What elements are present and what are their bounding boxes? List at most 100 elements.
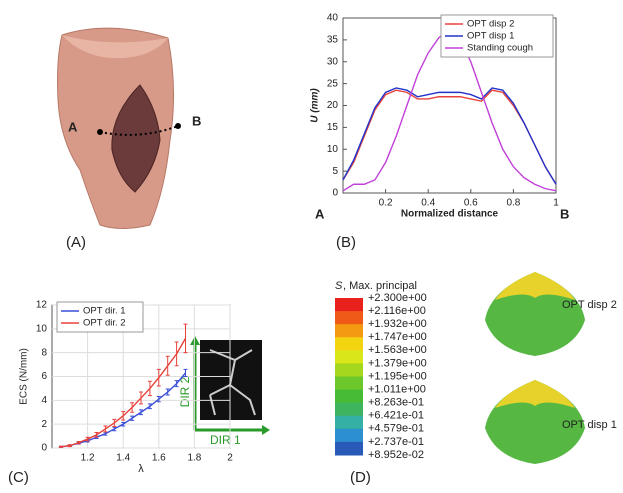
y-tick-label: 10 — [327, 144, 339, 155]
y-tick-label: 25 — [327, 78, 339, 89]
panel-label: (B) — [336, 234, 356, 251]
y-tick-label: 20 — [327, 100, 339, 111]
x-tick-label: 1.4 — [116, 453, 130, 464]
point-b: B — [192, 113, 201, 128]
color-band — [335, 298, 363, 312]
x-tick-label: 0.4 — [421, 198, 435, 209]
legend-box — [56, 301, 144, 333]
color-band — [335, 350, 363, 364]
x-tick-label: 0.8 — [506, 198, 520, 209]
x-tick-label: 0.2 — [379, 198, 393, 209]
inset-y-label: DIR 2 — [178, 376, 192, 407]
start-label: A — [315, 206, 325, 221]
bladder-model — [57, 27, 181, 229]
y-tick-label: 35 — [327, 35, 339, 46]
error-bar — [165, 388, 170, 396]
y-tick-label: 5 — [332, 166, 338, 177]
inset-x-label: DIR 1 — [210, 433, 241, 447]
level-label: +1.195e+00 — [368, 370, 427, 382]
y-tick-label: 40 — [327, 13, 339, 24]
error-bar — [112, 426, 117, 432]
end-label: B — [560, 206, 569, 221]
error-bar — [112, 418, 117, 428]
level-label: +1.011e+00 — [368, 383, 426, 395]
error-bar — [85, 436, 90, 442]
legend-label: OPT dir. 1 — [83, 306, 126, 317]
error-bar — [147, 403, 152, 410]
error-bar — [174, 380, 179, 388]
error-bar — [130, 402, 135, 413]
error-bar — [139, 391, 143, 405]
y-tick-label: 8 — [41, 347, 47, 358]
x-axis-label: Normalized distance — [401, 209, 499, 220]
point-a: A — [68, 119, 78, 134]
y-tick-label: 10 — [36, 323, 48, 334]
error-bar — [103, 425, 108, 433]
x-tick-label: 1.6 — [152, 453, 166, 464]
series-line — [342, 89, 557, 185]
error-bar — [156, 368, 161, 387]
level-label: +1.379e+00 — [368, 357, 427, 369]
legend-title: , Max. principal — [343, 280, 417, 292]
error-bar — [121, 421, 126, 427]
x-tick-label: 1.8 — [187, 453, 201, 464]
y-tick-label: 0 — [332, 188, 338, 199]
inset-image — [190, 336, 270, 435]
color-band — [335, 376, 363, 391]
legend-label: Standing cough — [467, 43, 533, 54]
level-label: +2.300e+00 — [368, 292, 427, 304]
legend-label: OPT disp 1 — [467, 31, 514, 42]
error-bar — [156, 396, 161, 403]
color-band — [335, 441, 363, 456]
level-label: +4.579e-01 — [368, 423, 424, 435]
legend-symbol: S — [335, 280, 343, 292]
caption: OPT disp 1 — [562, 419, 617, 431]
y-axis-label: ECS (N/mm) — [19, 348, 30, 405]
error-bar — [58, 445, 63, 448]
level-label: +2.116e+00 — [368, 305, 426, 317]
x-tick-label: 2 — [227, 453, 233, 464]
level-label: +2.737e-01 — [368, 436, 424, 448]
color-band — [335, 415, 363, 430]
y-tick-label: 30 — [327, 56, 339, 67]
error-bar — [174, 341, 179, 367]
error-bar — [183, 323, 188, 354]
color-band — [335, 428, 363, 443]
error-bar — [139, 409, 143, 416]
level-label: +1.932e+00 — [368, 318, 427, 330]
error-bar — [94, 432, 99, 438]
y-tick-label: 0 — [41, 443, 47, 454]
color-band — [335, 389, 363, 404]
x-tick-label: 0.6 — [464, 198, 478, 209]
x-tick-label: 1.2 — [81, 453, 95, 464]
level-label: +1.563e+00 — [368, 344, 427, 356]
error-bar — [183, 368, 188, 377]
y-tick-label: 4 — [41, 395, 47, 406]
level-label: +1.747e+00 — [368, 331, 427, 343]
panel-label: (D) — [350, 469, 371, 486]
stress-map — [485, 272, 585, 464]
x-axis-label: λ — [138, 463, 144, 475]
color-band — [335, 363, 363, 377]
color-band — [335, 311, 363, 325]
series-line — [342, 87, 557, 185]
caption: OPT disp 2 — [562, 299, 617, 311]
legend-label: OPT disp 2 — [467, 19, 514, 30]
x-tick-label: 1 — [553, 198, 559, 209]
y-tick-label: 6 — [41, 371, 47, 382]
error-bar — [67, 444, 72, 448]
color-band — [335, 324, 363, 338]
panel-label: (C) — [8, 469, 29, 486]
y-tick-label: 2 — [41, 419, 47, 430]
color-band — [335, 337, 363, 351]
error-bar — [130, 415, 135, 421]
error-bar — [165, 355, 170, 376]
y-axis-label: U (mm) — [310, 88, 321, 123]
y-tick-label: 15 — [327, 122, 339, 133]
panel-label: (A) — [66, 234, 86, 251]
error-bar — [147, 380, 152, 397]
level-label: +8.263e-01 — [368, 397, 424, 409]
error-bar — [76, 440, 81, 445]
level-label: +6.421e-01 — [368, 410, 424, 422]
